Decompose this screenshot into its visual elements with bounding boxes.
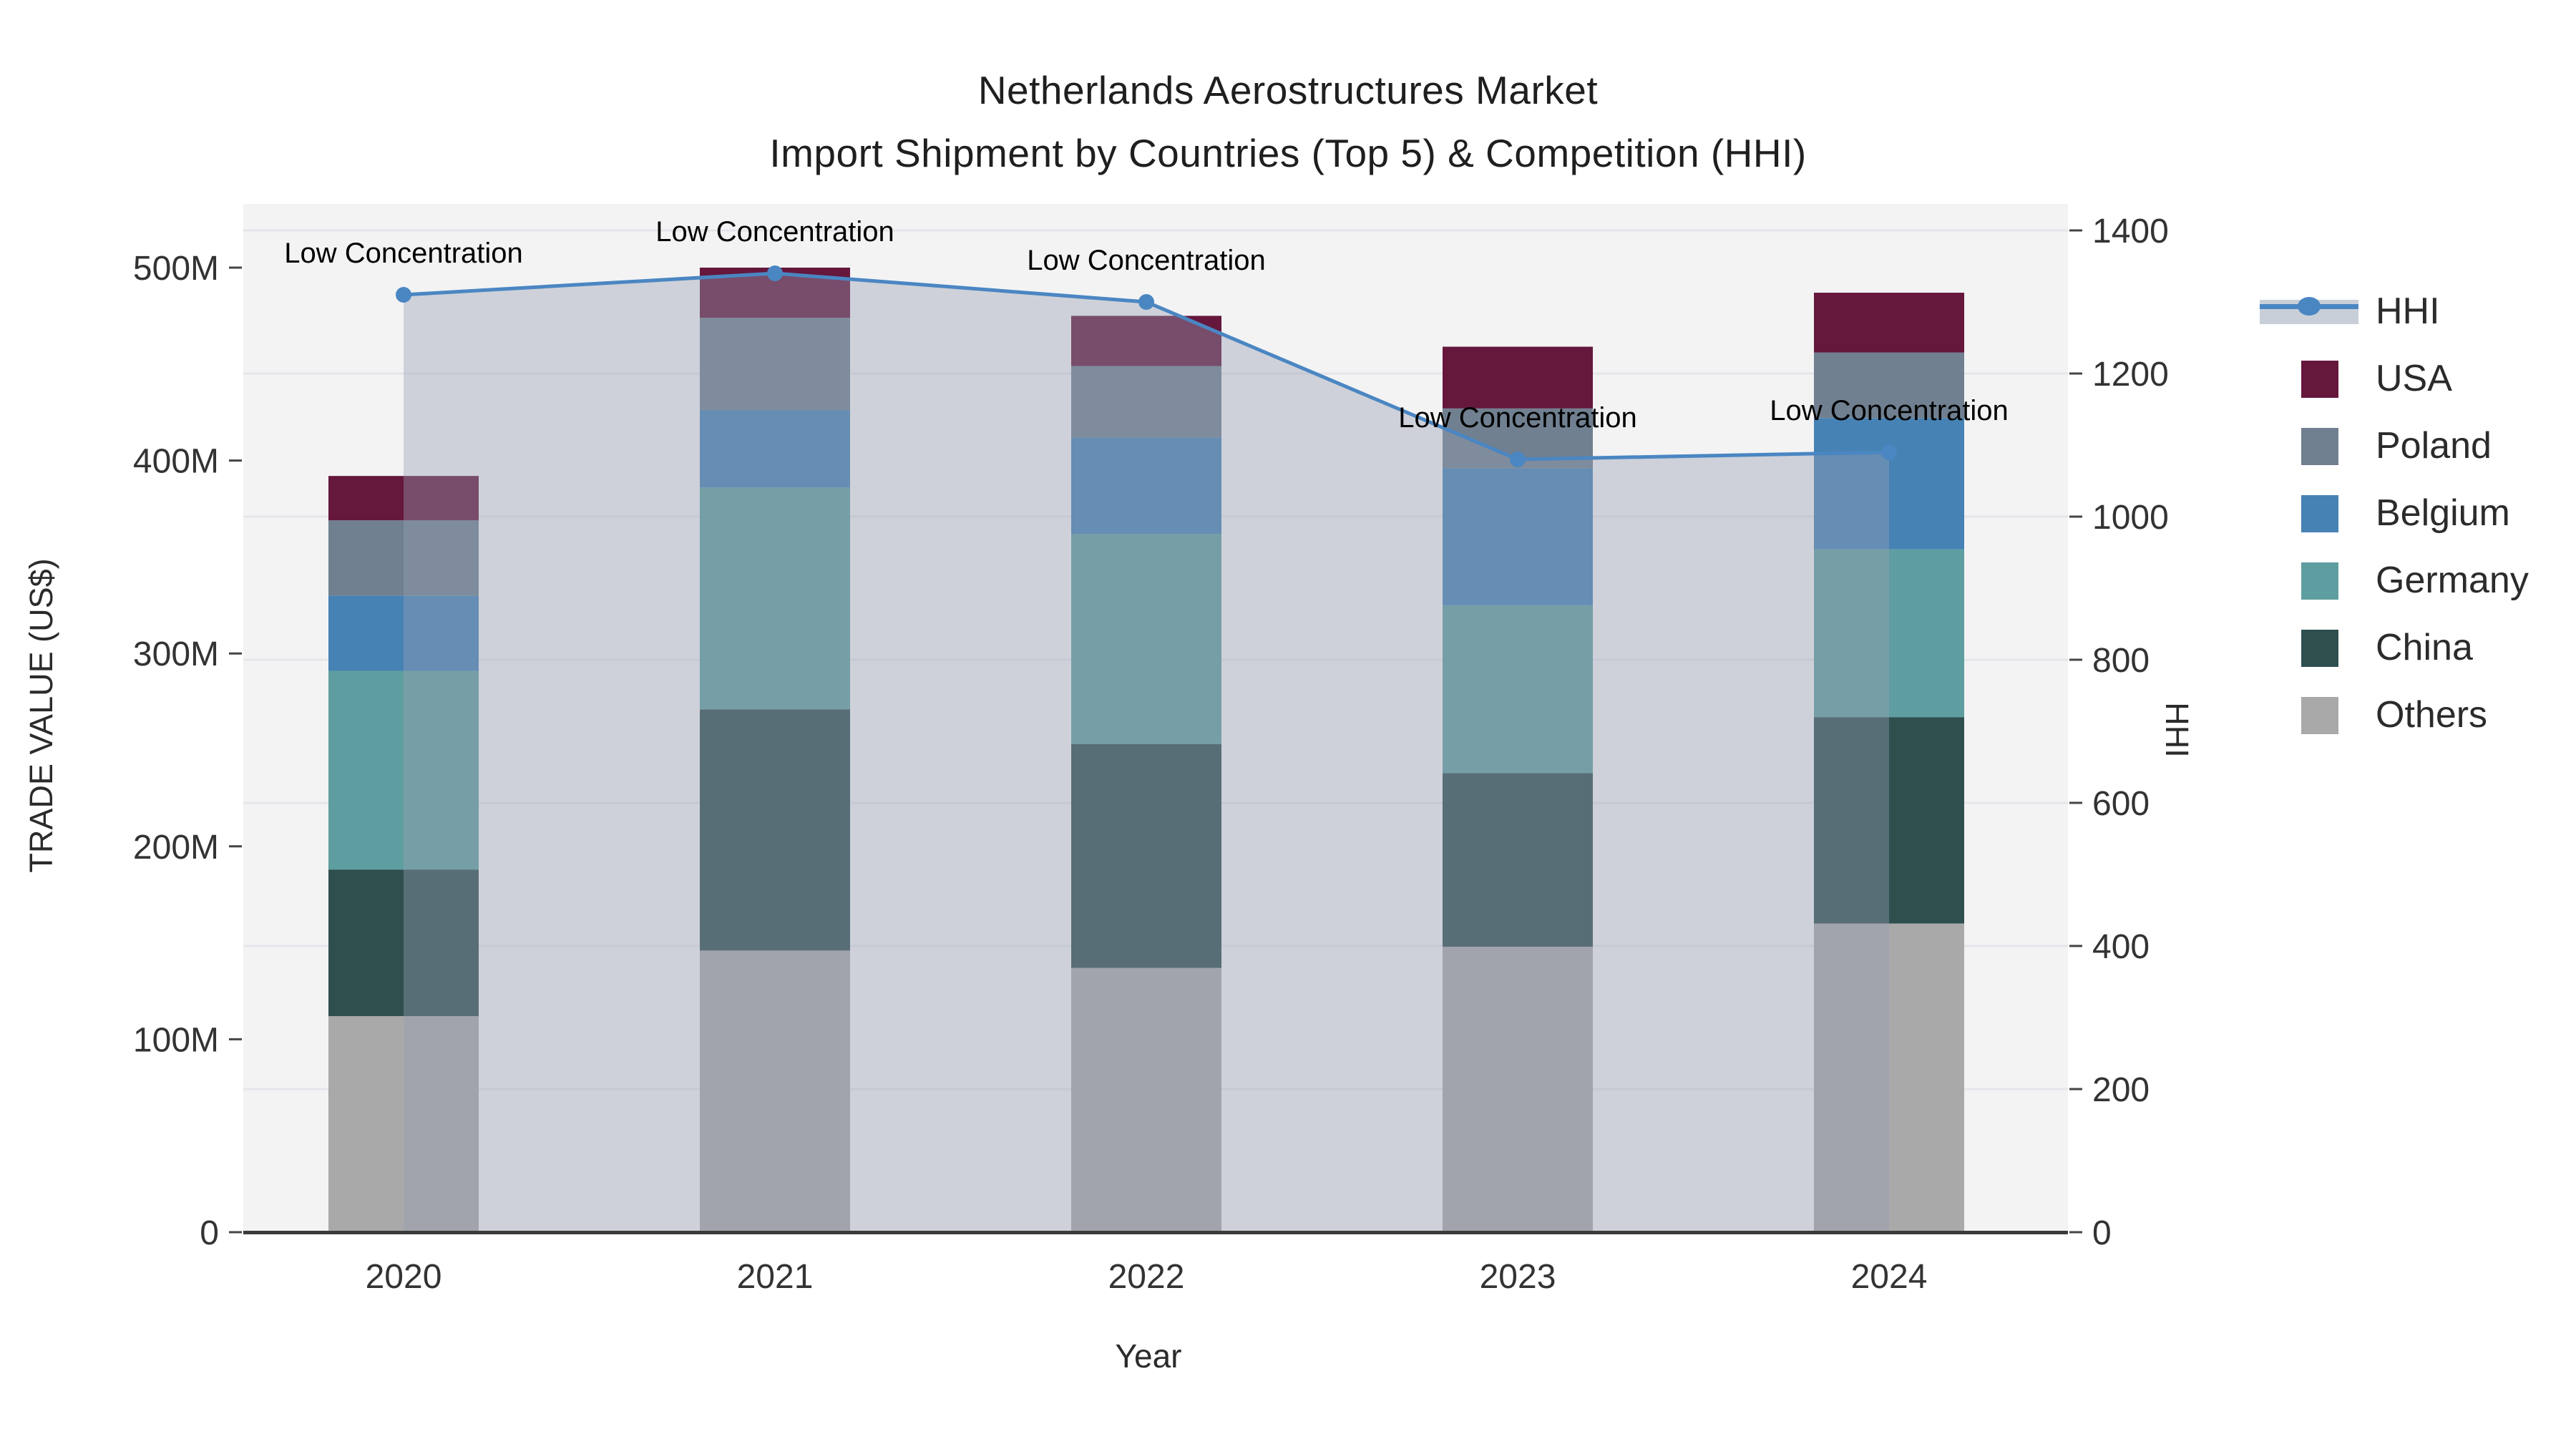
- bar-segment-germany-2024[interactable]: [1814, 549, 1964, 718]
- left-tick-label-500: 500M: [133, 250, 219, 288]
- x-axis-line: [243, 1231, 2068, 1234]
- hhi-marker-2021[interactable]: [767, 265, 783, 281]
- legend-item-germany[interactable]: Germany: [2260, 547, 2529, 614]
- right-tick-label-800: 800: [2092, 642, 2150, 680]
- legend-swatch-belgium: [2301, 495, 2338, 532]
- annotation-low-concentration-2024: Low Concentration: [1770, 395, 2009, 426]
- legend-swatch-icon: [2260, 357, 2358, 400]
- legend-item-others[interactable]: Others: [2260, 681, 2529, 748]
- annotation-low-concentration-2022: Low Concentration: [1027, 245, 1266, 276]
- bar-segment-china-2020[interactable]: [328, 869, 479, 1017]
- bar-segment-usa-2020[interactable]: [328, 476, 479, 521]
- bar-segment-belgium-2020[interactable]: [328, 595, 479, 671]
- bar-segment-poland-2020[interactable]: [328, 520, 479, 596]
- left-tick-label-200: 200M: [133, 829, 219, 867]
- bar-segment-usa-2023[interactable]: [1443, 346, 1593, 409]
- right-tick-label-600: 600: [2092, 785, 2150, 823]
- bar-segment-others-2021[interactable]: [700, 950, 850, 1232]
- bar-segment-belgium-2024[interactable]: [1814, 418, 1964, 550]
- bar-segment-others-2023[interactable]: [1443, 946, 1593, 1232]
- legend-label-hhi: HHI: [2376, 291, 2440, 332]
- bar-segment-china-2024[interactable]: [1814, 717, 1964, 924]
- legend-item-belgium[interactable]: Belgium: [2260, 479, 2529, 547]
- annotation-low-concentration-2021: Low Concentration: [655, 216, 894, 248]
- legend-swatch-others: [2301, 697, 2338, 734]
- bar-segment-china-2023[interactable]: [1443, 773, 1593, 947]
- legend-label-poland: Poland: [2376, 425, 2492, 467]
- hhi-marker-2024[interactable]: [1881, 444, 1897, 460]
- bar-segment-usa-2024[interactable]: [1814, 293, 1964, 353]
- bar-segment-poland-2021[interactable]: [700, 318, 850, 411]
- legend-label-china: China: [2376, 627, 2473, 668]
- right-tick-label-1400: 1400: [2092, 213, 2169, 250]
- chart-title: Netherlands Aerostructures Market: [977, 68, 1599, 112]
- x-axis-title: Year: [1115, 1337, 1182, 1375]
- legend-item-usa[interactable]: USA: [2260, 345, 2529, 412]
- legend-item-poland[interactable]: Poland: [2260, 412, 2529, 479]
- x-tick-label-2022: 2022: [1108, 1258, 1185, 1296]
- legend-label-others: Others: [2376, 694, 2488, 736]
- bar-segment-others-2020[interactable]: [328, 1016, 479, 1232]
- annotation-low-concentration-2023: Low Concentration: [1398, 402, 1637, 434]
- legend-swatch-icon: [2260, 559, 2358, 602]
- hhi-marker-swatch: [2298, 297, 2321, 316]
- right-tick-label-200: 200: [2092, 1071, 2150, 1109]
- legend-swatch-icon: [2260, 626, 2358, 669]
- x-tick-label-2024: 2024: [1851, 1258, 1928, 1296]
- legend-label-usa: USA: [2376, 358, 2452, 399]
- hhi-marker-2023[interactable]: [1510, 452, 1526, 467]
- legend-swatch-icon: [2260, 693, 2358, 736]
- bar-segment-belgium-2023[interactable]: [1443, 468, 1593, 605]
- bar-segment-china-2022[interactable]: [1071, 743, 1221, 968]
- left-tick-label-400: 400M: [133, 443, 219, 481]
- legend: HHI USA Poland Belgium Germany China Others: [2260, 278, 2529, 748]
- left-tick-label-300: 300M: [133, 635, 219, 673]
- hhi-area-fill: [404, 273, 1889, 1232]
- bar-segment-others-2024[interactable]: [1814, 923, 1964, 1232]
- bar-segment-china-2021[interactable]: [700, 709, 850, 951]
- legend-swatch-icon: [2260, 492, 2358, 535]
- bar-segment-germany-2023[interactable]: [1443, 605, 1593, 774]
- legend-label-belgium: Belgium: [2376, 492, 2510, 534]
- legend-label-germany: Germany: [2376, 560, 2529, 601]
- x-tick-label-2021: 2021: [737, 1258, 814, 1296]
- legend-item-hhi[interactable]: HHI: [2260, 278, 2529, 345]
- y-axis-title-left: TRADE VALUE (US$): [23, 558, 59, 873]
- legend-swatch-china: [2301, 630, 2338, 667]
- left-tick-label-100: 100M: [133, 1021, 219, 1059]
- hhi-marker-2020[interactable]: [396, 287, 411, 303]
- bar-segment-germany-2020[interactable]: [328, 670, 479, 870]
- bar-segment-others-2022[interactable]: [1071, 967, 1221, 1232]
- legend-swatch-usa: [2301, 361, 2338, 398]
- bar-segment-poland-2022[interactable]: [1071, 366, 1221, 438]
- right-tick-label-0: 0: [2092, 1214, 2112, 1252]
- annotation-low-concentration-2020: Low Concentration: [284, 238, 523, 269]
- legend-swatch-germany: [2301, 562, 2338, 600]
- hhi-marker-2022[interactable]: [1138, 294, 1154, 310]
- bar-segment-poland-2024[interactable]: [1814, 352, 1964, 419]
- bar-segment-belgium-2021[interactable]: [700, 410, 850, 488]
- left-tick-label-0: 0: [200, 1214, 219, 1252]
- right-tick-label-400: 400: [2092, 928, 2150, 966]
- right-tick-label-1200: 1200: [2092, 356, 2169, 394]
- x-tick-label-2023: 2023: [1480, 1258, 1556, 1296]
- bar-segment-germany-2022[interactable]: [1071, 534, 1221, 744]
- x-tick-label-2020: 2020: [366, 1258, 442, 1296]
- legend-swatch-poland: [2301, 428, 2338, 465]
- legend-item-china[interactable]: China: [2260, 614, 2529, 681]
- hhi-line-marker-icon: [2260, 290, 2358, 333]
- legend-swatch-icon: [2260, 424, 2358, 467]
- bar-segment-germany-2021[interactable]: [700, 487, 850, 710]
- chart-subtitle: Import Shipment by Countries (Top 5) & C…: [769, 131, 1807, 175]
- bar-segment-belgium-2022[interactable]: [1071, 437, 1221, 535]
- y-axis-title-right: HHI: [2159, 702, 2195, 758]
- right-tick-label-1000: 1000: [2092, 499, 2169, 537]
